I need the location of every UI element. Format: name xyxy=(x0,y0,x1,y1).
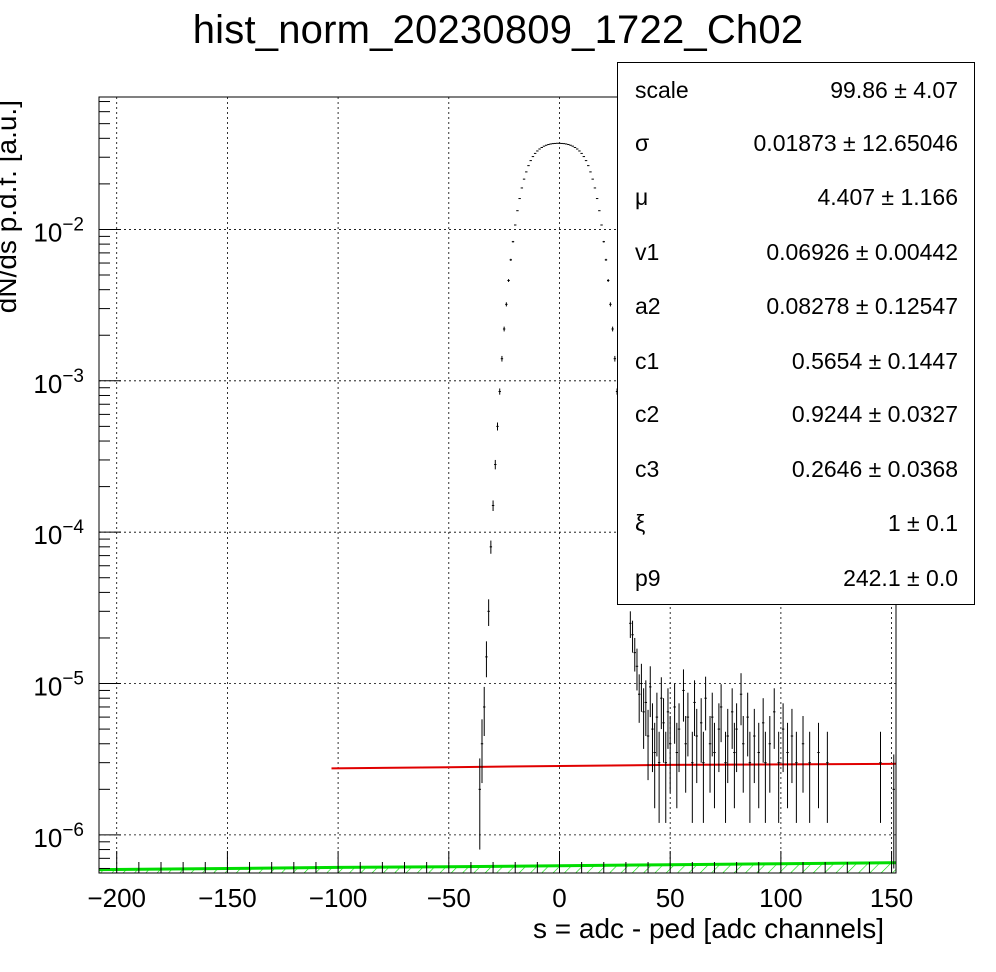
fit-parameter-value: 0.9244 ± 0.0327 xyxy=(791,401,958,427)
fit-parameter-value: 99.86 ± 4.07 xyxy=(830,77,958,103)
fit-parameter-name: ξ xyxy=(635,510,646,536)
fit-parameter-name: μ xyxy=(635,184,649,210)
x-tick-label: 50 xyxy=(656,883,685,913)
fit-parameter-name: c1 xyxy=(635,348,660,374)
fit-parameter-row: a2 0.08278 ± 0.12547 xyxy=(618,293,974,333)
fit-parameter-row: σ 0.01873 ± 12.65046 xyxy=(618,130,974,170)
x-tick-label: 150 xyxy=(870,883,913,913)
x-tick-label: −50 xyxy=(427,883,471,913)
fit-parameter-row: μ 4.407 ± 1.166 xyxy=(618,184,974,224)
fit-parameter-name: scale xyxy=(635,77,689,103)
fit-parameter-row: p9 242.1 ± 0.0 xyxy=(618,565,974,605)
fit-parameter-name: c2 xyxy=(635,401,660,427)
y-tick-label: 10−6 xyxy=(33,820,84,853)
fit-parameter-value: 242.1 ± 0.0 xyxy=(843,565,958,591)
fit-parameter-value: 0.06926 ± 0.00442 xyxy=(766,239,958,265)
fit-parameter-row: v1 0.06926 ± 0.00442 xyxy=(618,239,974,279)
y-tick-label: 10−5 xyxy=(33,669,84,702)
y-tick-label: 10−4 xyxy=(33,517,84,550)
x-tick-label: −150 xyxy=(198,883,257,913)
fit-parameter-name: p9 xyxy=(635,565,661,591)
fit-parameter-value: 0.08278 ± 0.12547 xyxy=(766,293,958,319)
fit-parameter-row: c2 0.9244 ± 0.0327 xyxy=(618,401,974,441)
fit-parameter-value: 4.407 ± 1.166 xyxy=(817,184,958,210)
fit-parameter-name: a2 xyxy=(635,293,661,319)
fit-parameter-value: 0.01873 ± 12.65046 xyxy=(753,130,958,156)
y-tick-label: 10−3 xyxy=(33,366,84,399)
fit-parameter-name: c3 xyxy=(635,456,660,482)
x-tick-label: −200 xyxy=(87,883,146,913)
fit-parameter-row: c3 0.2646 ± 0.0368 xyxy=(618,456,974,496)
background-band-line xyxy=(98,861,897,872)
fit-parameter-name: σ xyxy=(635,130,650,156)
fit-parameter-name: v1 xyxy=(635,239,660,265)
x-axis-title: s = adc - ped [adc channels] xyxy=(533,913,884,944)
y-axis-title: dN/ds p.d.f. [a.u.] xyxy=(0,100,22,313)
fit-parameters-box: scale 99.86 ± 4.07 σ 0.01873 ± 12.65046 μ 4.4… xyxy=(617,62,975,605)
x-tick-label: 0 xyxy=(552,883,566,913)
fit-parameter-row: c1 0.5654 ± 0.1447 xyxy=(618,348,974,388)
fit-parameter-value: 0.2646 ± 0.0368 xyxy=(791,456,958,482)
fit-parameter-value: 0.5654 ± 0.1447 xyxy=(791,348,958,374)
x-tick-label: 100 xyxy=(759,883,802,913)
fit-line xyxy=(331,762,897,770)
fit-parameter-row: ξ 1 ± 0.1 xyxy=(618,510,974,550)
fit-parameter-value: 1 ± 0.1 xyxy=(887,510,958,536)
x-tick-label: −100 xyxy=(309,883,368,913)
fit-parameter-row: scale 99.86 ± 4.07 xyxy=(618,77,974,117)
chart-title: hist_norm_20230809_1722_Ch02 xyxy=(192,8,804,52)
y-tick-label: 10−2 xyxy=(33,214,84,247)
